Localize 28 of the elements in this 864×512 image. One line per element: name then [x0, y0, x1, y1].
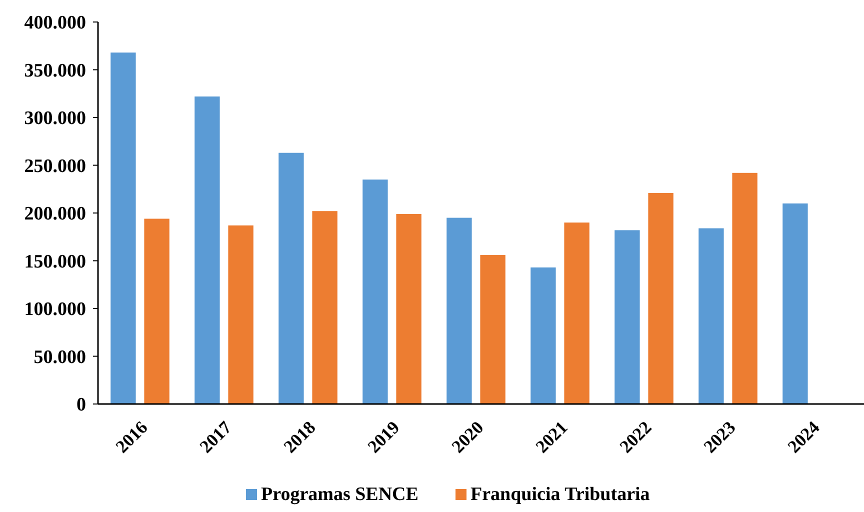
bar	[480, 255, 506, 404]
y-tick-label: 150.000	[24, 251, 86, 272]
bar	[564, 222, 590, 404]
bar	[396, 214, 422, 404]
y-tick-label: 200.000	[24, 204, 86, 225]
bar	[648, 192, 674, 404]
y-tick-label: 50.000	[34, 346, 86, 368]
bar	[278, 152, 304, 404]
y-tick-label: 100.000	[24, 299, 86, 320]
y-tick-label: 300.000	[24, 108, 86, 130]
bar	[228, 225, 254, 404]
y-tick-label: 400.000	[24, 12, 86, 34]
bar	[446, 218, 472, 404]
legend-label: Franquicia Tributaria	[470, 484, 650, 505]
y-tick-label: 250.000	[24, 156, 86, 177]
y-tick-label: 350.000	[24, 60, 86, 82]
bar	[362, 180, 388, 404]
bar	[698, 228, 724, 404]
y-tick-label: 0	[76, 394, 86, 416]
bar	[144, 218, 170, 404]
bar	[782, 203, 808, 404]
legend-label: Programas SENCE	[261, 484, 418, 505]
bar	[614, 230, 640, 404]
bar	[194, 96, 220, 404]
bar	[312, 211, 338, 404]
bar	[732, 172, 758, 404]
bar	[110, 52, 136, 404]
bar	[530, 267, 556, 404]
